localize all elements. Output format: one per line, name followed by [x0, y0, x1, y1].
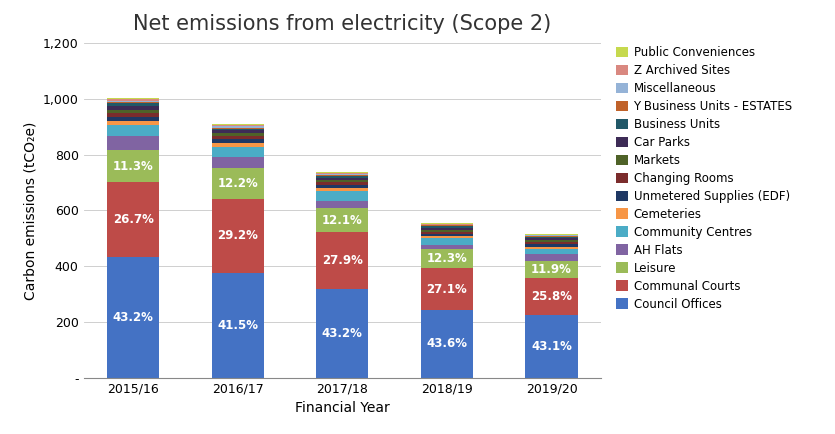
- X-axis label: Financial Year: Financial Year: [295, 401, 390, 415]
- Bar: [107, 101, 159, 102]
- Bar: [211, 131, 264, 133]
- Bar: [211, 139, 264, 143]
- Bar: [525, 235, 578, 236]
- Bar: [211, 143, 264, 147]
- Bar: [211, 124, 264, 125]
- Bar: [107, 182, 159, 256]
- Text: 41.5%: 41.5%: [217, 319, 258, 332]
- Bar: [421, 228, 473, 230]
- Bar: [211, 135, 264, 139]
- Bar: [525, 236, 578, 237]
- Text: 27.9%: 27.9%: [322, 254, 362, 267]
- Bar: [107, 150, 159, 182]
- Text: 26.7%: 26.7%: [113, 213, 154, 226]
- Bar: [316, 182, 368, 185]
- Text: 43.2%: 43.2%: [113, 311, 154, 324]
- Bar: [525, 254, 578, 260]
- Bar: [316, 289, 368, 378]
- Text: 12.1%: 12.1%: [322, 214, 362, 227]
- Bar: [421, 238, 473, 245]
- Bar: [525, 242, 578, 244]
- Bar: [421, 225, 473, 226]
- Bar: [316, 188, 368, 191]
- Bar: [211, 128, 264, 129]
- Bar: [525, 244, 578, 247]
- Bar: [211, 157, 264, 168]
- Bar: [316, 191, 368, 201]
- Bar: [107, 103, 159, 105]
- Bar: [525, 237, 578, 238]
- Bar: [316, 207, 368, 232]
- Bar: [211, 199, 264, 273]
- Bar: [525, 247, 578, 249]
- Title: Net emissions from electricity (Scope 2): Net emissions from electricity (Scope 2): [134, 13, 551, 33]
- Text: 11.3%: 11.3%: [113, 160, 154, 173]
- Bar: [421, 223, 473, 224]
- Bar: [421, 268, 473, 310]
- Bar: [525, 260, 578, 278]
- Bar: [525, 240, 578, 242]
- Y-axis label: Carbon emissions (tCO₂e): Carbon emissions (tCO₂e): [23, 121, 38, 300]
- Bar: [316, 171, 368, 173]
- Bar: [211, 125, 264, 126]
- Bar: [211, 273, 264, 378]
- Bar: [525, 234, 578, 235]
- Bar: [107, 98, 159, 99]
- Text: 25.8%: 25.8%: [531, 290, 572, 303]
- Bar: [107, 102, 159, 103]
- Bar: [107, 136, 159, 150]
- Bar: [107, 99, 159, 101]
- Text: 43.6%: 43.6%: [427, 337, 468, 350]
- Bar: [316, 232, 368, 289]
- Bar: [107, 125, 159, 136]
- Bar: [525, 278, 578, 315]
- Bar: [525, 315, 578, 378]
- Bar: [525, 238, 578, 240]
- Text: 12.3%: 12.3%: [427, 252, 468, 265]
- Bar: [211, 147, 264, 157]
- Bar: [421, 236, 473, 238]
- Text: 12.2%: 12.2%: [217, 177, 258, 190]
- Bar: [316, 201, 368, 207]
- Bar: [211, 168, 264, 199]
- Bar: [316, 180, 368, 182]
- Bar: [421, 226, 473, 228]
- Bar: [525, 249, 578, 254]
- Bar: [107, 112, 159, 117]
- Text: 43.1%: 43.1%: [531, 340, 572, 353]
- Text: 29.2%: 29.2%: [217, 230, 258, 243]
- Bar: [211, 133, 264, 135]
- Bar: [211, 129, 264, 131]
- Bar: [421, 310, 473, 378]
- Bar: [107, 110, 159, 112]
- Bar: [421, 231, 473, 234]
- Bar: [316, 174, 368, 176]
- Bar: [421, 224, 473, 225]
- Bar: [107, 256, 159, 378]
- Legend: Public Conveniences, Z Archived Sites, Miscellaneous, Y Business Units - ESTATES: Public Conveniences, Z Archived Sites, M…: [612, 43, 797, 314]
- Text: 43.2%: 43.2%: [322, 327, 362, 340]
- Text: 11.9%: 11.9%: [531, 263, 572, 276]
- Bar: [107, 105, 159, 110]
- Bar: [316, 185, 368, 188]
- Bar: [316, 178, 368, 180]
- Text: 27.1%: 27.1%: [427, 283, 468, 296]
- Bar: [211, 126, 264, 128]
- Bar: [421, 230, 473, 231]
- Bar: [107, 121, 159, 125]
- Bar: [421, 234, 473, 236]
- Bar: [316, 173, 368, 174]
- Bar: [107, 117, 159, 121]
- Bar: [421, 245, 473, 249]
- Bar: [316, 176, 368, 178]
- Bar: [421, 249, 473, 268]
